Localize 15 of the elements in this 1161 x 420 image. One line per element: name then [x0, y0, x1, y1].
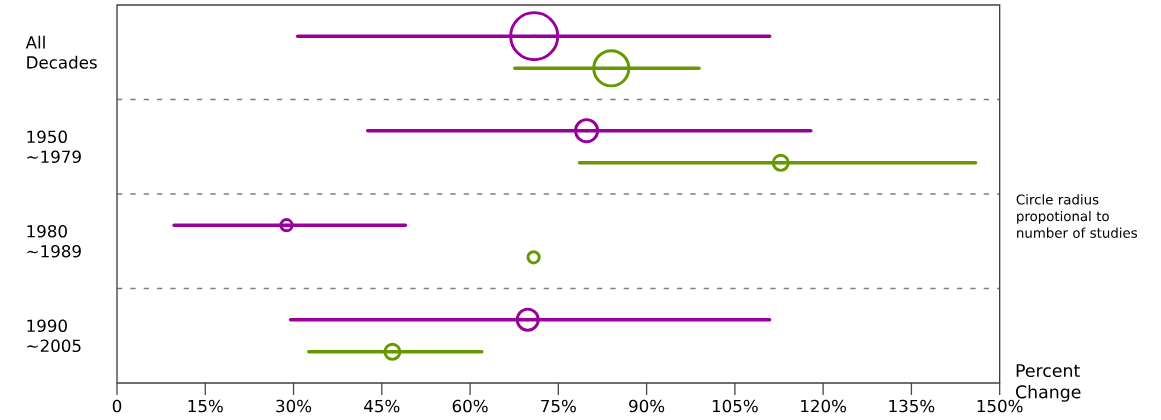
y-tick-label: All Decades: [25, 35, 97, 69]
x-tick-label: 0: [112, 399, 122, 413]
x-tick-label: 105%: [712, 399, 758, 413]
x-tick-label: 90%: [629, 399, 665, 413]
x-tick-label: 75%: [541, 399, 576, 413]
y-tick-label: 1990 ~2005: [27, 319, 81, 353]
x-tick-label: 15%: [188, 399, 223, 413]
x-tick-label: 30%: [276, 399, 312, 413]
x-tick-label: 45%: [364, 399, 400, 413]
x-tick-label: 60%: [452, 399, 488, 413]
x-tick-label: 135%: [889, 399, 935, 413]
x-tick-label: 120%: [801, 399, 847, 413]
y-tick-label: 1980 ~1989: [27, 224, 81, 258]
text: Circle radius propotional to number of studies: [1016, 194, 1137, 238]
y-tick-label: 1950 ~1979: [27, 130, 81, 164]
